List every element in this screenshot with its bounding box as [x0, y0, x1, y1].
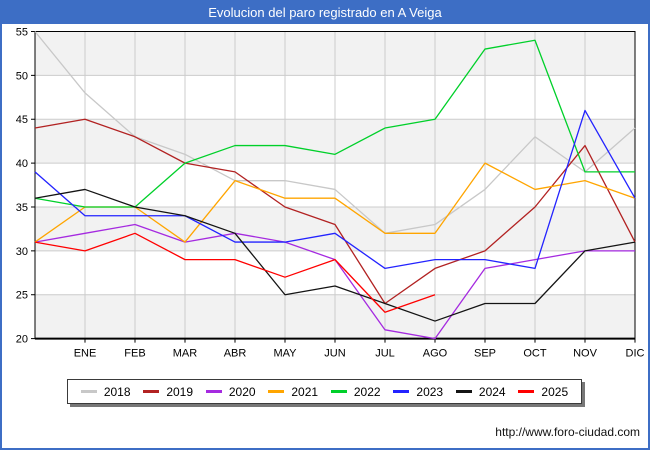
- legend: 2018 2019 2020 2021 2022 2023 2024 2025: [67, 379, 582, 404]
- x-tick-label: SEP: [474, 348, 496, 360]
- legend-marker-2019: [143, 390, 160, 393]
- legend-label: 2020: [228, 384, 256, 399]
- legend-label: 2022: [353, 384, 381, 399]
- x-tick-label: ABR: [224, 348, 247, 360]
- legend-item-2024: 2024: [455, 384, 506, 399]
- x-tick-label: FEB: [124, 348, 145, 360]
- x-tick-label: MAY: [273, 348, 297, 360]
- legend-marker-2024: [455, 390, 472, 393]
- legend-marker-2018: [80, 390, 97, 393]
- legend-item-2021: 2021: [268, 385, 318, 399]
- y-tick-label: 50: [16, 70, 28, 82]
- y-tick-label: 30: [16, 246, 28, 258]
- series-line-2023: [34, 109, 636, 270]
- x-tick-label: OCT: [523, 348, 547, 360]
- legend-label: 2023: [416, 384, 444, 399]
- x-tick-label: DIC: [626, 348, 645, 360]
- legend-marker-2023: [393, 390, 410, 393]
- legend-item-2018: 2018: [80, 384, 131, 399]
- x-tick-label: NOV: [573, 348, 598, 360]
- legend-marker-2020: [205, 390, 222, 393]
- legend-item-2020: 2020: [205, 384, 256, 399]
- y-tick-label: 35: [16, 202, 28, 214]
- series-line-2024: [34, 188, 636, 322]
- x-tick-label: AGO: [423, 348, 448, 360]
- legend-item-2023: 2023: [393, 385, 443, 399]
- legend-item-2022: 2022: [330, 384, 381, 399]
- legend-item-2019: 2019: [143, 385, 193, 399]
- x-tick-label: JUL: [375, 348, 395, 360]
- series-line-2019: [34, 118, 636, 305]
- x-tick-label: ENE: [74, 348, 97, 360]
- legend-item-2025: 2025: [518, 385, 568, 399]
- footer-url: http://www.foro-ciudad.com: [495, 425, 640, 439]
- x-tick-label: MAR: [173, 348, 198, 360]
- legend-label: 2024: [478, 384, 506, 399]
- y-tick-label: 25: [16, 290, 28, 302]
- y-tick-label: 40: [16, 158, 28, 170]
- series-line-2025: [34, 232, 436, 313]
- legend-marker-2021: [268, 390, 285, 393]
- legend-marker-2025: [518, 390, 535, 393]
- y-tick-label: 55: [16, 27, 28, 39]
- y-tick-label: 20: [16, 334, 28, 346]
- legend-label: 2019: [166, 384, 194, 399]
- legend-marker-2022: [330, 390, 347, 393]
- page-title: Evolucion del paro registrado en A Veiga: [208, 5, 442, 20]
- legend-label: 2018: [103, 384, 131, 399]
- x-tick-label: JUN: [324, 348, 345, 360]
- y-tick-label: 45: [16, 114, 28, 126]
- legend-label: 2025: [541, 384, 569, 399]
- title-bar: Evolucion del paro registrado en A Veiga: [2, 2, 648, 24]
- legend-label: 2021: [291, 384, 319, 399]
